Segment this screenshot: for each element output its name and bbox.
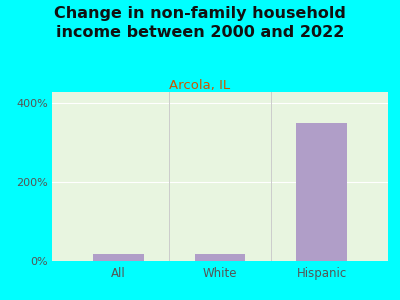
Bar (194, 254, 246, 261)
Bar (296, 123, 347, 261)
Bar (93, 254, 144, 261)
Text: Arcola, IL: Arcola, IL (170, 80, 230, 92)
Text: Change in non-family household
income between 2000 and 2022: Change in non-family household income be… (54, 6, 346, 40)
